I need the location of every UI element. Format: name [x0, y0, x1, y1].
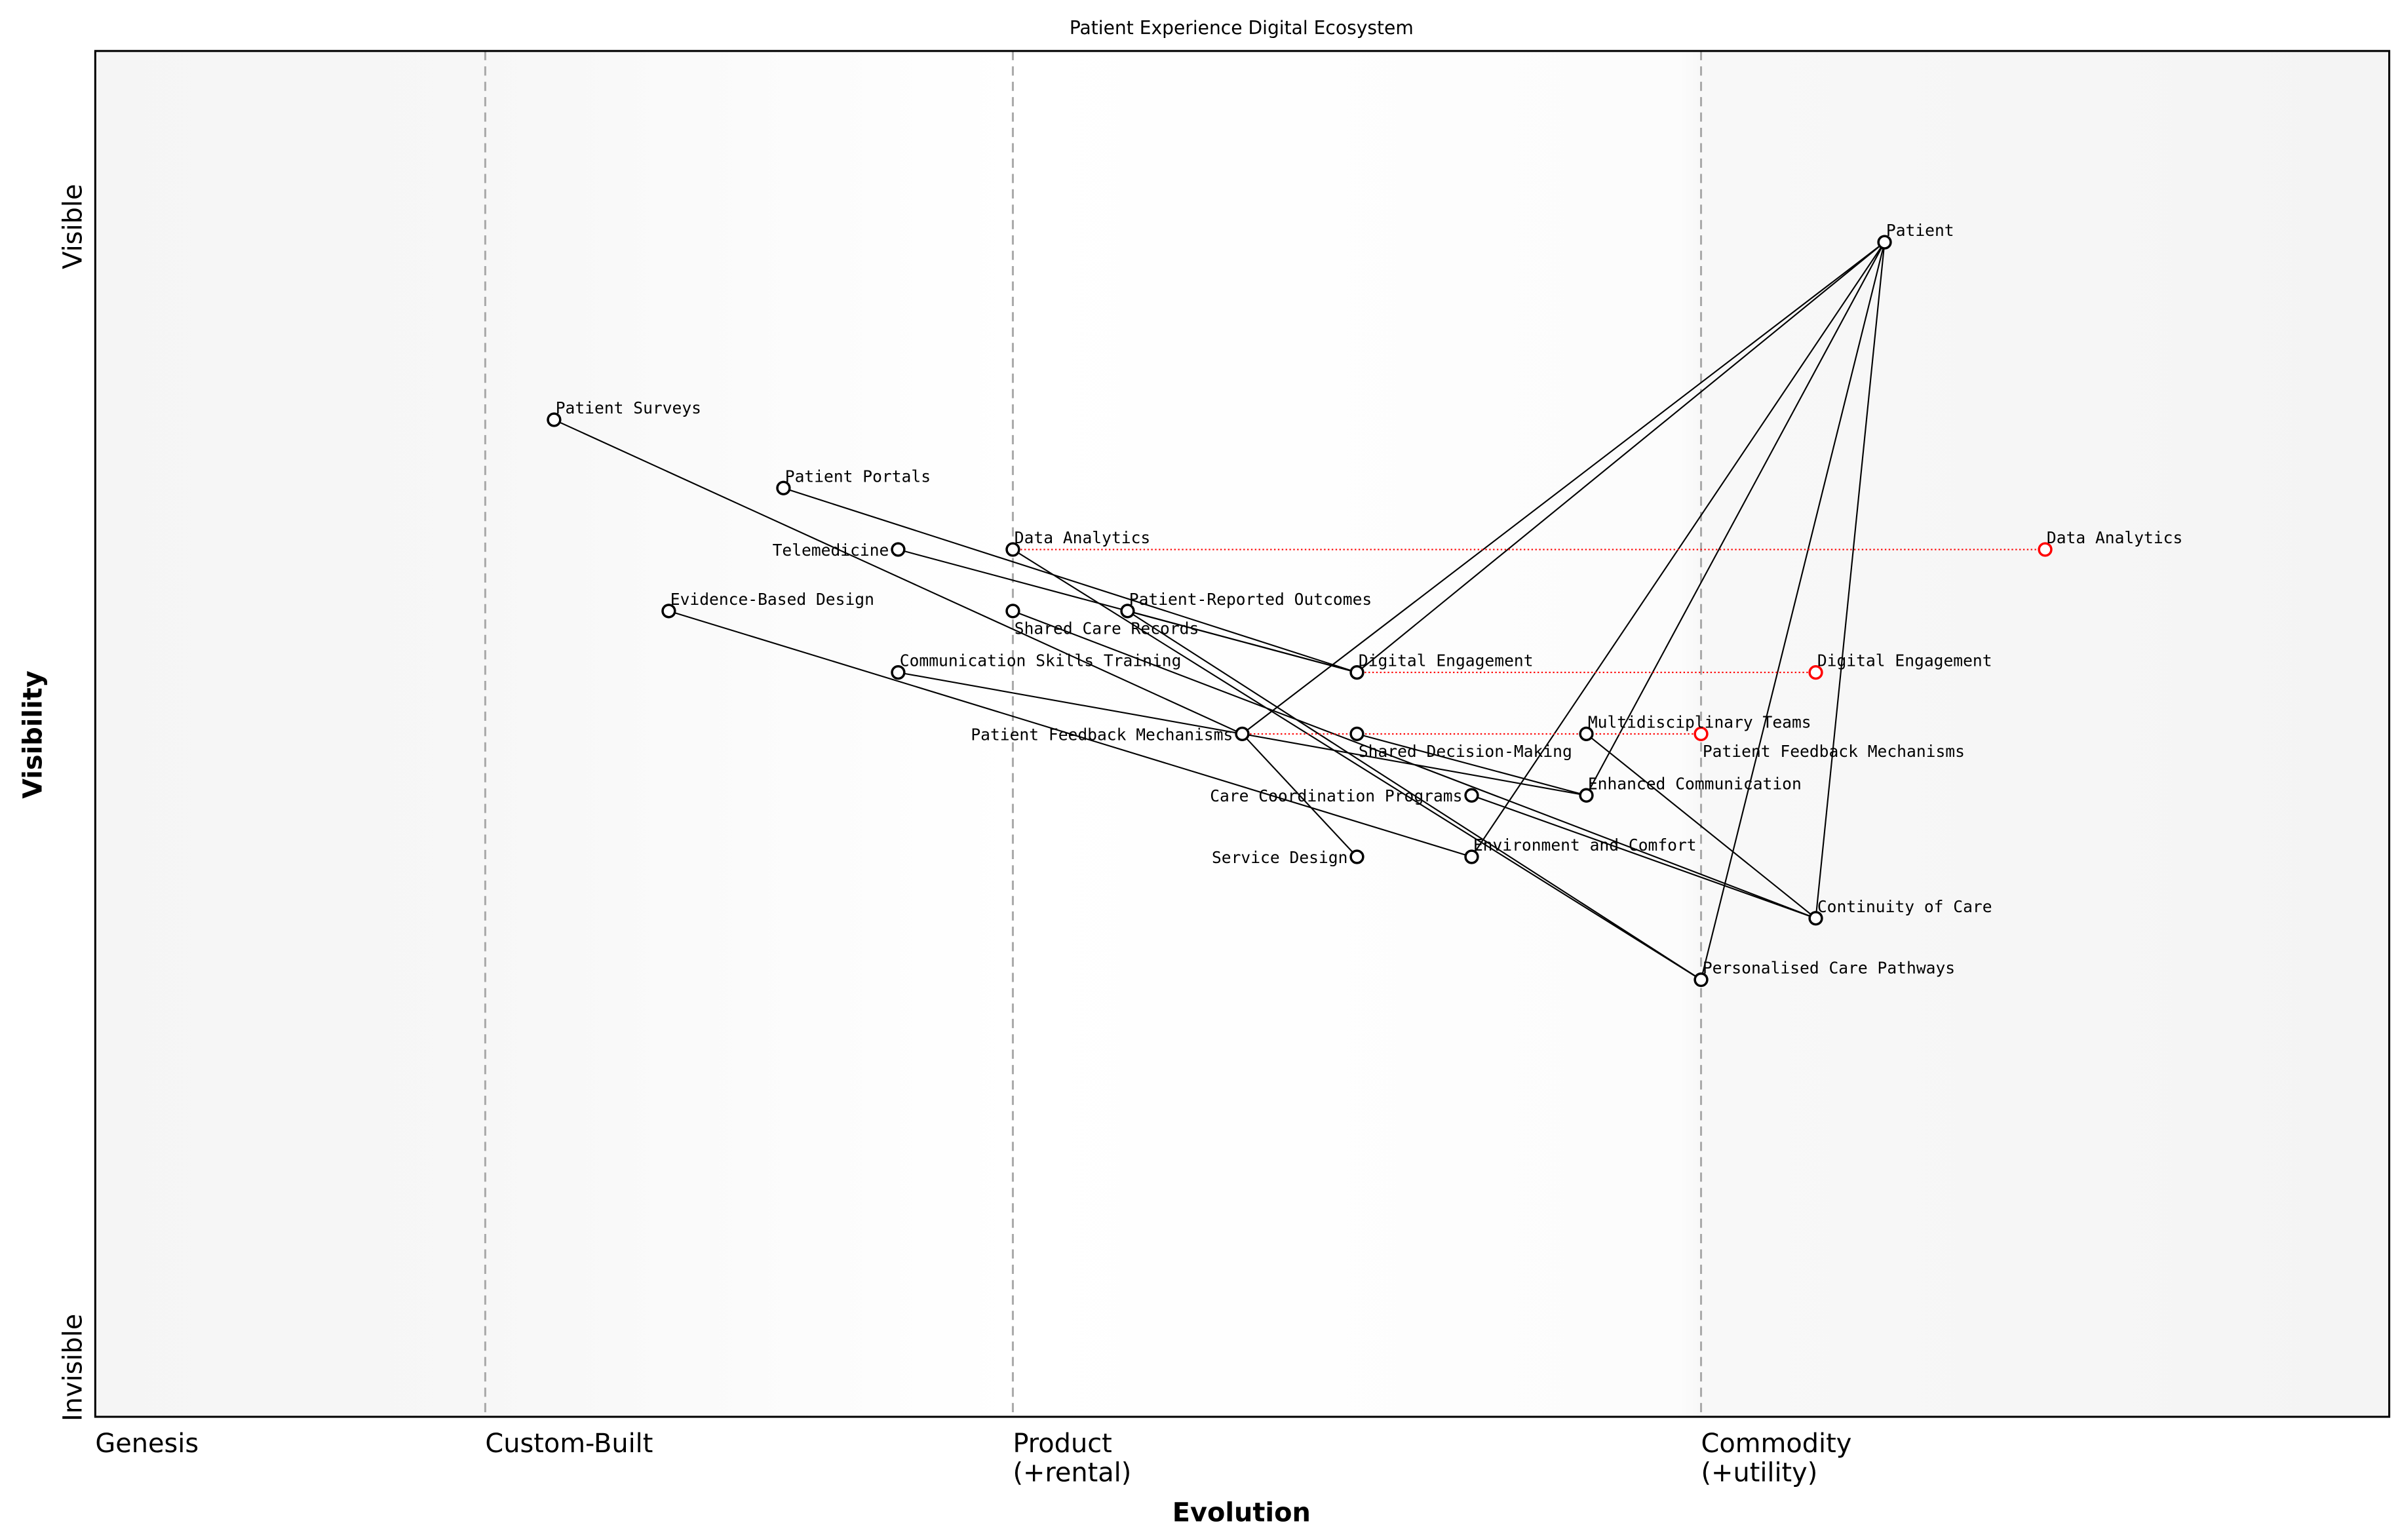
- component-label: Shared Decision-Making: [1359, 742, 1572, 761]
- dependency-link: [783, 487, 1357, 674]
- evolved-node[interactable]: [1808, 664, 1823, 680]
- component-node[interactable]: [1005, 542, 1020, 557]
- stage-label: Product (+rental): [1013, 1429, 1131, 1488]
- dependency-link: [1127, 610, 1702, 980]
- component-label: Patient Feedback Mechanisms: [971, 725, 1233, 744]
- component-label: Data Analytics: [1015, 528, 1150, 547]
- component-node[interactable]: [1464, 849, 1479, 864]
- dependency-link: [1127, 610, 1357, 674]
- component-node[interactable]: [891, 542, 906, 557]
- component-label: Communication Skills Training: [900, 651, 1182, 670]
- evolved-node[interactable]: [2038, 542, 2053, 557]
- component-label: Telemedicine: [773, 541, 889, 560]
- evolved-node-label: Data Analytics: [2047, 528, 2182, 547]
- component-node[interactable]: [891, 664, 906, 680]
- component-node[interactable]: [1694, 972, 1709, 988]
- dependency-link: [1357, 733, 1587, 796]
- evolved-node-label: Patient Feedback Mechanisms: [1703, 742, 1965, 761]
- dependency-link: [1241, 733, 1358, 858]
- component-node[interactable]: [1349, 726, 1365, 742]
- component-label: Multidisciplinary Teams: [1588, 713, 1811, 732]
- component-node[interactable]: [1808, 911, 1823, 926]
- component-node[interactable]: [1579, 788, 1594, 803]
- component-node[interactable]: [547, 412, 562, 427]
- stage-label: Genesis: [95, 1429, 199, 1459]
- component-label: Care Coordination Programs: [1210, 786, 1462, 805]
- dependency-link: [1471, 794, 1816, 919]
- component-label: Shared Care Records: [1015, 619, 1199, 638]
- dependency-link: [668, 610, 1472, 858]
- component-node[interactable]: [1877, 235, 1892, 250]
- dependency-link: [1585, 733, 1817, 919]
- plot-frame: [94, 50, 2391, 1418]
- evolved-node[interactable]: [1694, 726, 1709, 742]
- component-label: Environment and Comfort: [1473, 836, 1697, 855]
- y-axis-title: Visibility: [18, 670, 48, 799]
- dependency-link: [553, 419, 1243, 735]
- evolved-node-label: Digital Engagement: [1817, 651, 1992, 670]
- component-label: Continuity of Care: [1817, 897, 1992, 916]
- x-axis-title: Evolution: [1172, 1497, 1311, 1528]
- stage-label: Commodity (+utility): [1701, 1429, 1852, 1488]
- component-node[interactable]: [1464, 788, 1479, 803]
- component-label: Patient Surveys: [556, 398, 701, 417]
- stage-label: Custom-Built: [485, 1429, 653, 1459]
- dependency-link: [1815, 242, 1886, 919]
- component-node[interactable]: [1349, 849, 1365, 864]
- dependency-link: [1241, 241, 1886, 735]
- component-node[interactable]: [1349, 664, 1365, 680]
- component-label: Service Design: [1212, 848, 1347, 867]
- y-label-visible: Visible: [58, 184, 88, 269]
- component-label: Personalised Care Pathways: [1703, 959, 1955, 978]
- y-label-invisible: Invisible: [58, 1314, 88, 1421]
- component-node[interactable]: [1005, 604, 1020, 619]
- component-label: Evidence-Based Design: [670, 590, 874, 609]
- component-label: Patient-Reported Outcomes: [1129, 590, 1372, 609]
- component-node[interactable]: [1235, 726, 1250, 742]
- component-node[interactable]: [1120, 604, 1135, 619]
- component-label: Enhanced Communication: [1588, 774, 1802, 793]
- component-label: Patient Portals: [785, 467, 931, 486]
- component-label: Patient: [1886, 221, 1954, 240]
- component-node[interactable]: [1579, 726, 1594, 742]
- dependency-link: [1700, 242, 1886, 980]
- component-node[interactable]: [776, 480, 791, 495]
- component-label: Digital Engagement: [1359, 651, 1534, 670]
- dependency-link: [1356, 241, 1886, 673]
- dependency-link: [1012, 549, 1702, 980]
- chart-title: Patient Experience Digital Ecosystem: [1070, 17, 1414, 39]
- component-node[interactable]: [661, 604, 676, 619]
- dependency-link: [1585, 242, 1886, 796]
